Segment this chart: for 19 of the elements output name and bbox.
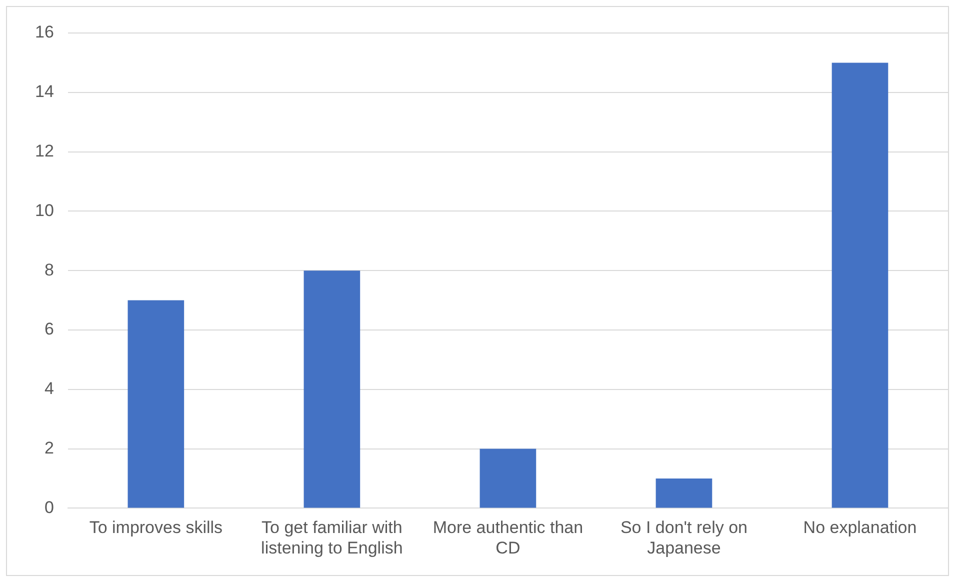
y-tick-label: 16	[34, 22, 54, 42]
x-tick-label: More authentic than CD	[432, 518, 584, 558]
bar	[304, 270, 360, 508]
y-tick-label: 2	[44, 438, 54, 458]
y-tick-label: 10	[34, 200, 54, 220]
y-tick-label: 6	[44, 320, 54, 339]
y-tick-label: 4	[44, 379, 54, 398]
bar	[480, 448, 536, 508]
bar	[832, 62, 888, 508]
x-tick-label: So I don't rely on Japanese	[620, 518, 748, 558]
y-tick-label: 8	[44, 260, 54, 280]
x-tick-label: No explanation	[803, 518, 917, 538]
bar	[656, 478, 712, 508]
bar	[128, 300, 184, 508]
y-tick-label: 14	[34, 82, 54, 102]
x-tick-label: To get familiar with listening to English	[261, 518, 403, 558]
y-tick-label: 12	[34, 141, 54, 160]
x-tick-label: To improves skills	[89, 518, 223, 538]
y-tick-label: 0	[44, 498, 54, 517]
